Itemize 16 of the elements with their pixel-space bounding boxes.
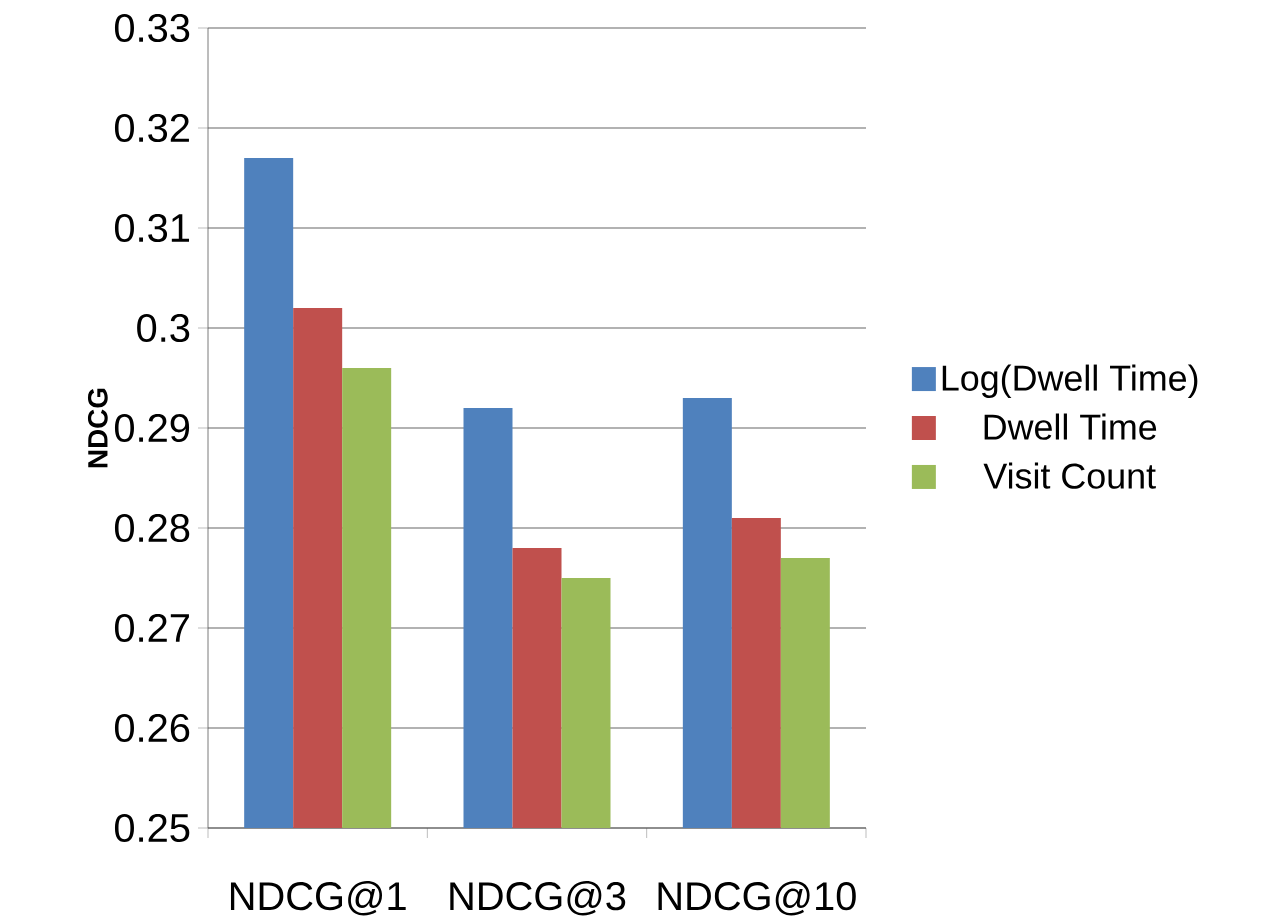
y-tick-label: 0.3 — [137, 313, 190, 343]
y-tick-label: 0.29 — [114, 413, 190, 443]
legend-label: Visit Count — [983, 462, 1156, 489]
x-tick-label: NDCG@1 — [230, 881, 406, 916]
legend-label: Log(Dwell Time) — [942, 364, 1198, 398]
y-axis-title: NDCG — [87, 388, 108, 468]
y-tick-label: 0.25 — [114, 813, 190, 843]
legend-label: Dwell Time — [984, 413, 1157, 440]
x-tick-label: NDCG@3 — [450, 881, 626, 916]
y-tick-label: 0.32 — [114, 113, 189, 143]
y-tick-label: 0.26 — [114, 713, 190, 743]
y-tick-label: 0.28 — [114, 513, 190, 543]
y-tick-label: 0.33 — [114, 13, 190, 43]
y-tick-label: 0.27 — [114, 613, 189, 643]
x-tick-label: NDCG@10 — [658, 881, 856, 916]
y-tick-label: 0.31 — [114, 213, 190, 243]
